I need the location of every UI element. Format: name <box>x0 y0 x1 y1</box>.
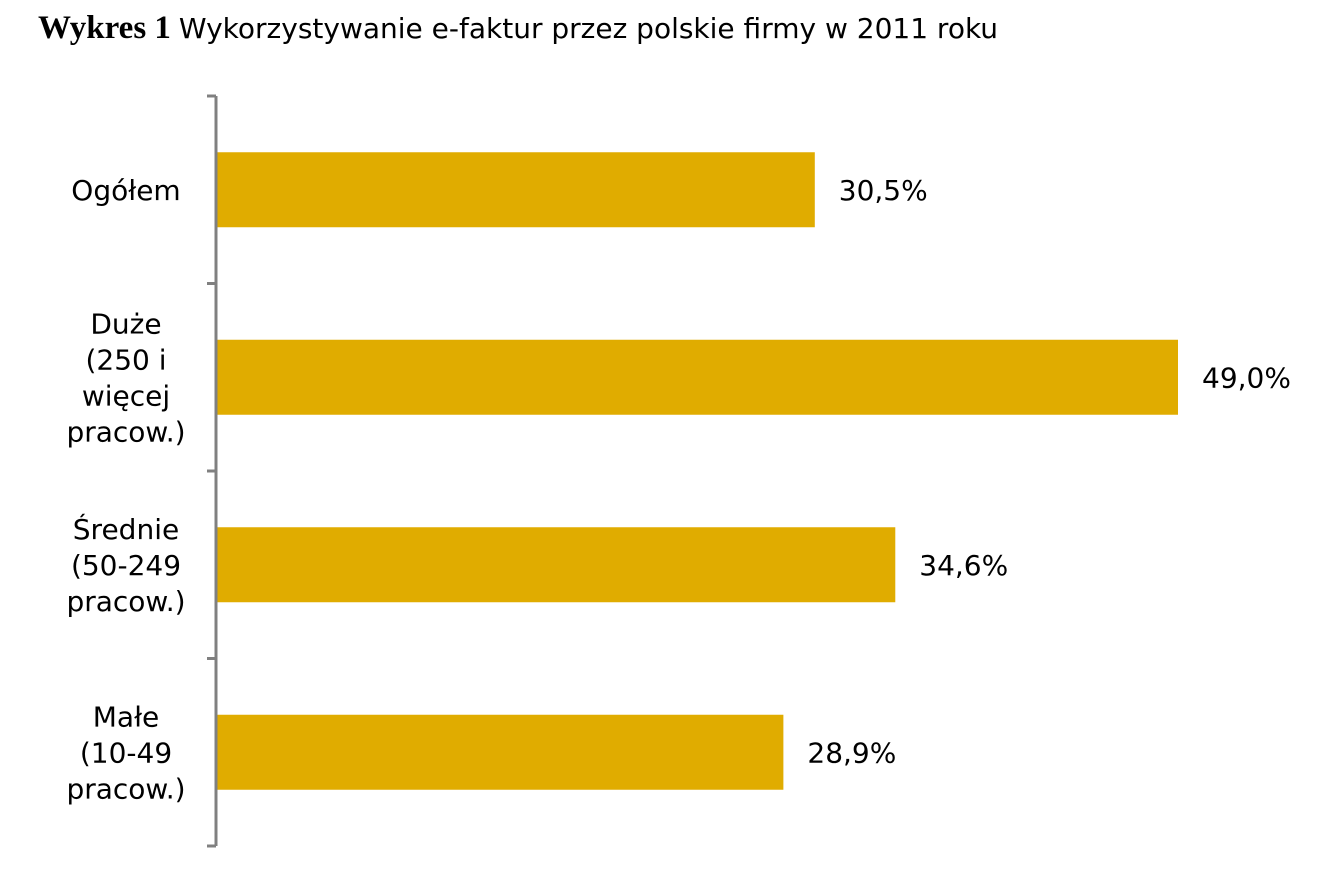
bar <box>217 339 1178 415</box>
category-label-line: pracow.) <box>66 415 185 448</box>
bars <box>217 152 1178 790</box>
category-label-line: Średnie <box>73 512 179 546</box>
chart-title: Wykres 1 Wykorzystywanie e-faktur przez p… <box>38 6 998 56</box>
data-label: 34,6% <box>919 549 1008 582</box>
bar <box>217 152 815 228</box>
category-label: Ogółem <box>71 174 180 207</box>
category-label-line: (10-49 <box>80 736 172 769</box>
category-axis <box>207 94 218 848</box>
data-label: 28,9% <box>807 736 896 769</box>
category-label-line: (50-249 <box>71 549 181 582</box>
chart-title-text: Wykorzystywanie e-faktur przez polskie f… <box>178 12 999 45</box>
category-label-line: (250 i <box>85 343 166 376</box>
bar <box>217 527 896 603</box>
data-label: 49,0% <box>1202 361 1291 394</box>
data-label: 30,5% <box>839 174 928 207</box>
category-label-line: Małe <box>93 700 160 733</box>
bar <box>217 714 784 790</box>
category-label-line: pracow.) <box>66 772 185 805</box>
category-label: Małe (10-49 pracow.) <box>66 700 185 805</box>
category-label: Średnie (50-249 pracow.) <box>66 512 185 618</box>
chart-title-label: Wykres 1 <box>38 10 171 46</box>
category-label: Duże (250 i więcej pracow.) <box>66 307 185 448</box>
category-label-line: pracow.) <box>66 585 185 618</box>
category-label-line: Ogółem <box>71 174 180 207</box>
category-label-line: więcej <box>82 379 170 412</box>
category-label-line: Duże <box>90 307 161 340</box>
